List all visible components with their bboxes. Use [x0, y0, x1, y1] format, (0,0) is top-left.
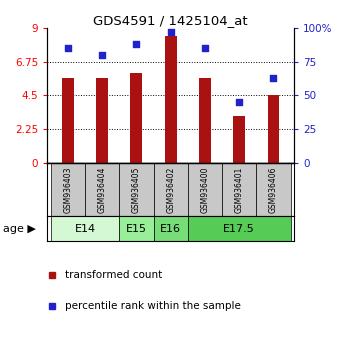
Bar [119, 162, 153, 216]
Text: GSM936403: GSM936403 [64, 166, 72, 213]
Bar [130, 73, 142, 162]
Bar [153, 162, 188, 216]
Text: GSM936401: GSM936401 [235, 166, 244, 213]
Bar [256, 162, 291, 216]
Bar [62, 78, 74, 162]
Text: GSM936406: GSM936406 [269, 166, 278, 213]
Text: E15: E15 [126, 223, 147, 234]
Text: E14: E14 [74, 223, 96, 234]
Text: age ▶: age ▶ [3, 223, 36, 234]
Point [237, 99, 242, 105]
Point [168, 29, 173, 35]
Bar [188, 216, 291, 241]
Text: GSM936405: GSM936405 [132, 166, 141, 213]
Text: GSM936402: GSM936402 [166, 166, 175, 213]
Bar [222, 162, 256, 216]
Title: GDS4591 / 1425104_at: GDS4591 / 1425104_at [93, 14, 248, 27]
Bar [267, 95, 280, 162]
Point [202, 46, 208, 51]
Text: E16: E16 [160, 223, 181, 234]
Point [134, 42, 139, 47]
Point [65, 46, 71, 51]
Text: percentile rank within the sample: percentile rank within the sample [65, 301, 240, 311]
Bar [199, 78, 211, 162]
Text: GSM936404: GSM936404 [98, 166, 107, 213]
Bar [165, 36, 177, 162]
Bar [233, 116, 245, 162]
Point [99, 52, 105, 58]
Bar [188, 162, 222, 216]
Bar [96, 78, 108, 162]
Bar [85, 162, 119, 216]
Bar [119, 216, 153, 241]
Text: E17.5: E17.5 [223, 223, 255, 234]
Point [271, 75, 276, 81]
Bar [51, 216, 119, 241]
Text: transformed count: transformed count [65, 270, 162, 280]
Bar [51, 162, 85, 216]
Bar [153, 216, 188, 241]
Text: GSM936400: GSM936400 [200, 166, 210, 213]
